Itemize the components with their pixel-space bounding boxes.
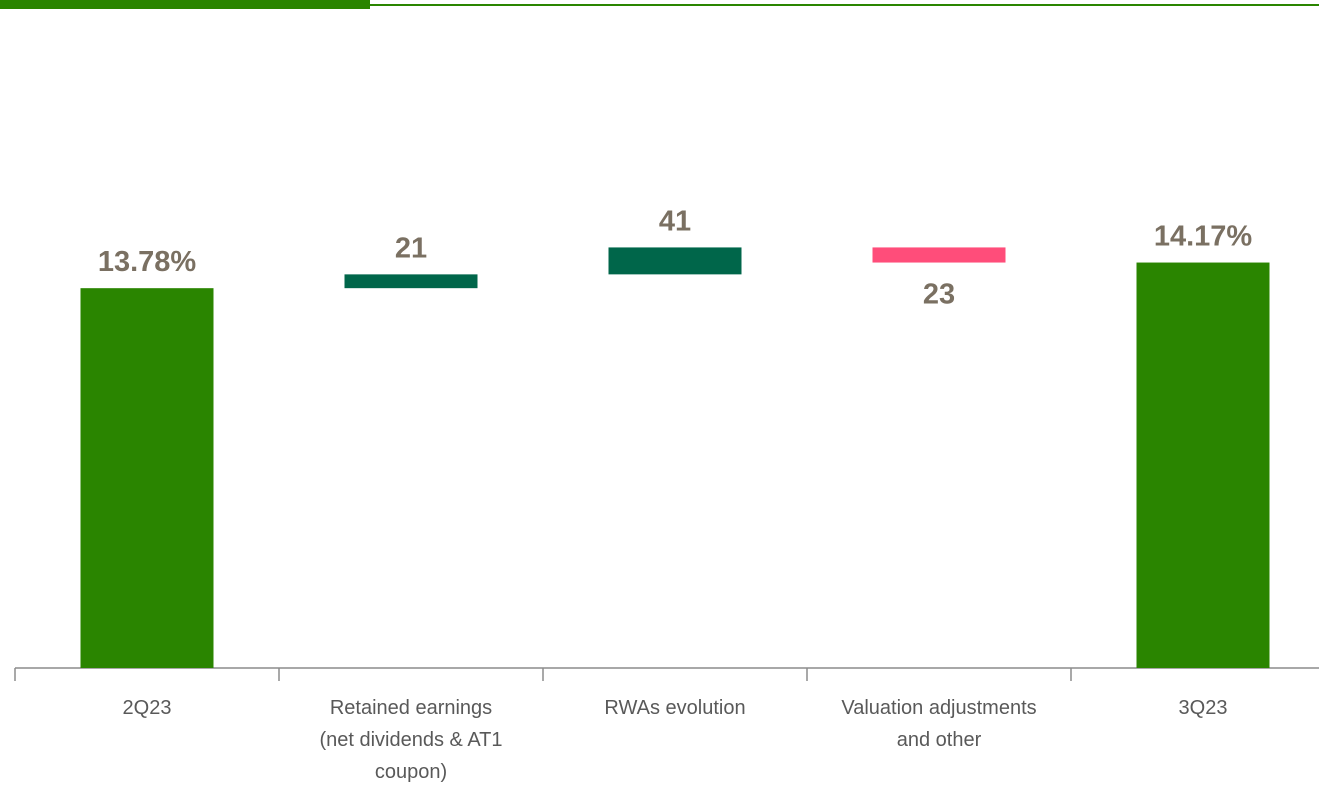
x-tick-label: Valuation adjustments and other — [841, 697, 1037, 751]
bar — [608, 247, 742, 275]
x-tick-label: 2Q23 — [122, 697, 172, 719]
x-tick-label: 3Q23 — [1178, 697, 1228, 719]
x-tick-label: RWAs evolution — [604, 697, 746, 719]
bar — [80, 288, 214, 668]
value-label: 14.17% — [1154, 221, 1253, 253]
x-tick-label: Retained earnings (net dividends & AT1 c… — [319, 697, 503, 783]
value-label: 13.78% — [98, 246, 197, 278]
bar — [872, 247, 1006, 263]
value-label: 23 — [923, 279, 955, 311]
bar — [344, 274, 478, 289]
value-label: 41 — [659, 205, 691, 237]
bar — [1136, 262, 1270, 668]
value-label: 21 — [395, 232, 427, 264]
